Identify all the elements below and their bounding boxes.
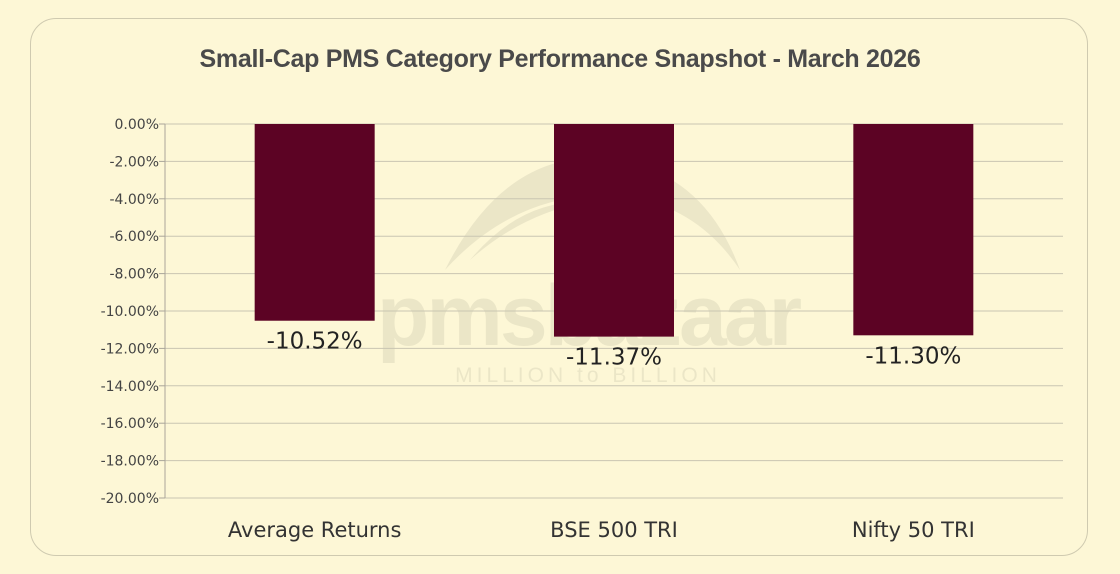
y-axis-tick-labels: 0.00% -2.00% -4.00% -6.00% -8.00% -10.00% -12.… — [101, 117, 159, 507]
y-tick-label: -2.00% — [109, 154, 159, 170]
chart-title: Small-Cap PMS Category Performance Snaps… — [199, 45, 921, 73]
y-tick-label: 0.00% — [115, 117, 159, 133]
y-tick-label: -16.00% — [101, 416, 159, 432]
bar — [254, 124, 375, 321]
y-tick-label: -14.00% — [101, 379, 159, 395]
y-tick-label: -18.00% — [101, 454, 159, 470]
x-category-label: Average Returns — [228, 518, 402, 542]
x-axis-category-labels: Average Returns BSE 500 TRI Nifty 50 TRI — [228, 518, 975, 542]
bar — [853, 124, 974, 336]
data-labels: -10.52% -11.37% -11.30% — [267, 329, 962, 371]
y-tick-label: -10.00% — [101, 304, 159, 320]
y-tick-label: -12.00% — [101, 341, 159, 357]
x-category-label: Nifty 50 TRI — [852, 518, 975, 542]
data-label: -10.52% — [267, 329, 363, 355]
y-tick-label: -6.00% — [109, 229, 159, 245]
bars — [254, 124, 974, 337]
x-category-label: BSE 500 TRI — [550, 518, 678, 542]
y-tick-label: -4.00% — [109, 192, 159, 208]
y-tick-label: -20.00% — [101, 491, 159, 507]
data-label: -11.37% — [566, 345, 662, 371]
watermark-tagline: MILLION to BILLION — [455, 364, 721, 387]
data-label: -11.30% — [865, 343, 961, 369]
bar — [554, 124, 674, 337]
y-tick-label: -8.00% — [109, 267, 159, 283]
